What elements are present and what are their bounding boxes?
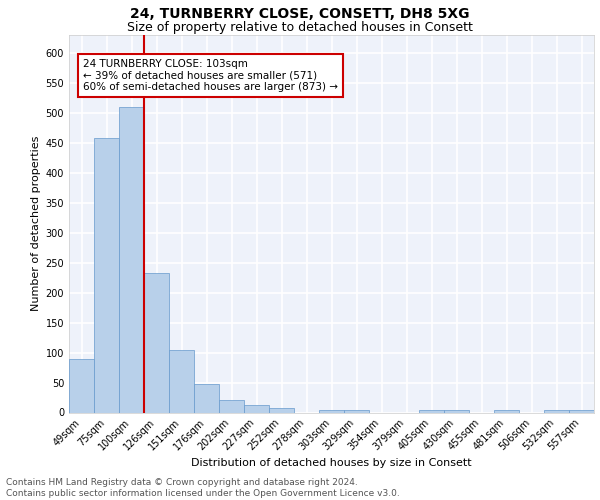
- Bar: [144, 273, 169, 412]
- Bar: [494, 410, 519, 412]
- Bar: [194, 384, 219, 412]
- Text: Size of property relative to detached houses in Consett: Size of property relative to detached ho…: [127, 21, 473, 34]
- Text: Contains HM Land Registry data © Crown copyright and database right 2024.
Contai: Contains HM Land Registry data © Crown c…: [6, 478, 400, 498]
- Bar: [269, 408, 294, 412]
- Bar: [69, 358, 94, 412]
- Bar: [569, 410, 594, 412]
- Bar: [544, 410, 569, 412]
- Bar: [169, 350, 194, 412]
- Y-axis label: Number of detached properties: Number of detached properties: [31, 136, 41, 312]
- Bar: [419, 410, 444, 412]
- Text: 24 TURNBERRY CLOSE: 103sqm
← 39% of detached houses are smaller (571)
60% of sem: 24 TURNBERRY CLOSE: 103sqm ← 39% of deta…: [83, 59, 338, 92]
- Bar: [244, 404, 269, 412]
- Bar: [219, 400, 244, 412]
- Bar: [444, 410, 469, 412]
- Bar: [94, 138, 119, 412]
- Bar: [344, 410, 369, 412]
- Bar: [119, 107, 144, 412]
- X-axis label: Distribution of detached houses by size in Consett: Distribution of detached houses by size …: [191, 458, 472, 468]
- Bar: [319, 410, 344, 412]
- Text: 24, TURNBERRY CLOSE, CONSETT, DH8 5XG: 24, TURNBERRY CLOSE, CONSETT, DH8 5XG: [130, 8, 470, 22]
